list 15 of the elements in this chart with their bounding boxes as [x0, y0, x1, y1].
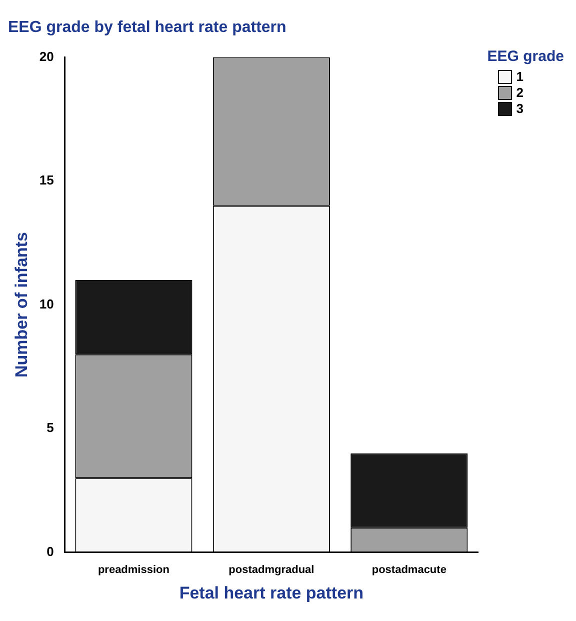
- chart-title: EEG grade by fetal heart rate pattern: [8, 19, 286, 36]
- y-axis-title: Number of infants: [12, 232, 31, 378]
- y-tick-label: 10: [39, 296, 54, 312]
- y-tick-label: 20: [39, 48, 54, 64]
- legend-label: 3: [516, 101, 524, 117]
- x-tick-label: postadmgradual: [228, 564, 314, 576]
- x-tick-label: postadmacute: [372, 564, 446, 576]
- legend-label: 2: [516, 85, 524, 101]
- y-tick-label: 5: [46, 420, 54, 436]
- y-tick-label: 0: [46, 544, 54, 559]
- legend-label: 1: [516, 69, 524, 85]
- x-tick-label: preadmission: [98, 564, 170, 576]
- y-tick-label: 15: [39, 172, 54, 188]
- legend-title: EEG grade: [487, 48, 564, 65]
- x-axis-title: Fetal heart rate pattern: [179, 583, 364, 602]
